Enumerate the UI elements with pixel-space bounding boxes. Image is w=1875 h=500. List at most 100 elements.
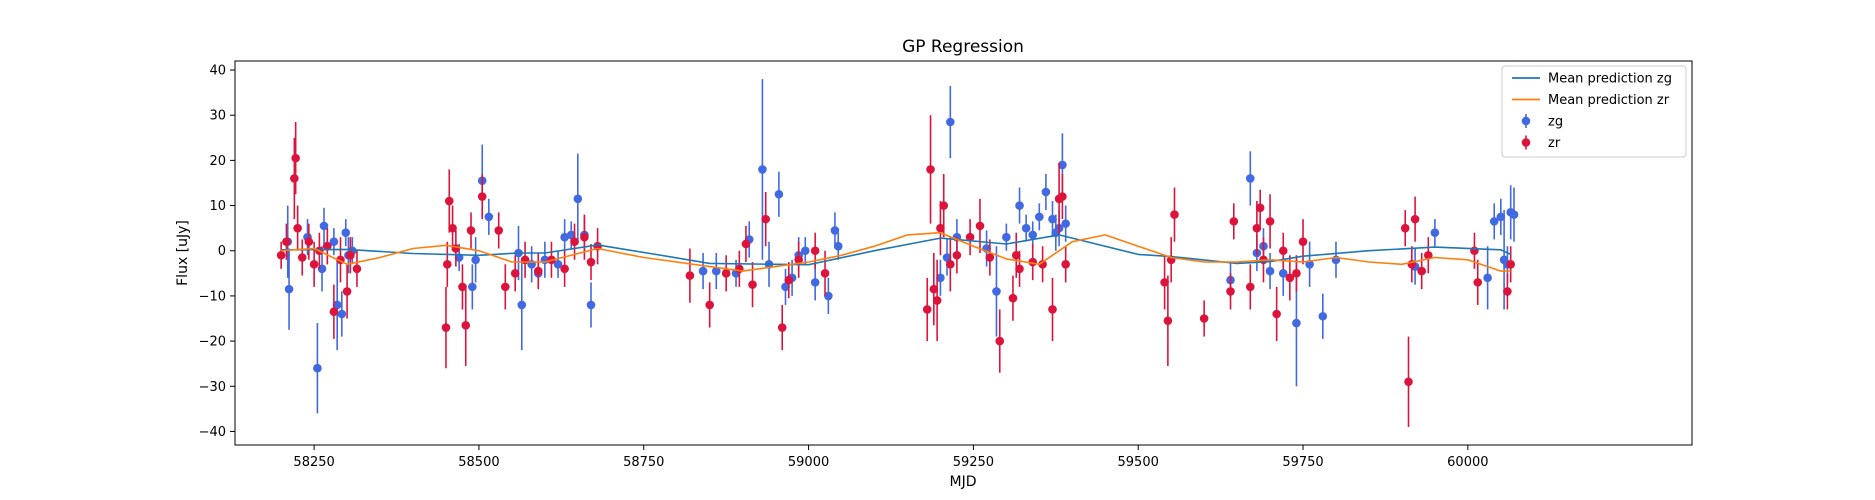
- legend-label: Mean prediction zg: [1548, 72, 1672, 87]
- data-point-zr: [1473, 278, 1483, 287]
- data-point-zr: [1038, 259, 1047, 269]
- x-tick-label: 58250: [293, 455, 334, 470]
- legend-item: zg: [1521, 114, 1563, 130]
- data-point-zg: [566, 230, 576, 240]
- data-point-zr: [1170, 210, 1179, 219]
- data-point-zg: [1028, 230, 1038, 240]
- data-point-zg: [553, 259, 563, 269]
- data-point-zr: [1048, 305, 1057, 314]
- y-tick-label: 30: [209, 109, 226, 124]
- legend-item: Mean prediction zr: [1512, 93, 1670, 108]
- data-point-zr: [965, 232, 975, 242]
- data-point-zr: [293, 223, 302, 233]
- x-tick-label: 58750: [623, 455, 664, 470]
- data-point-zr: [685, 271, 695, 280]
- data-point-zr: [291, 153, 300, 163]
- data-point-zr: [570, 237, 579, 247]
- data-point-zr: [1245, 282, 1255, 292]
- data-point-zg: [1048, 214, 1057, 224]
- data-point-zr: [975, 221, 985, 231]
- data-point-zr: [1199, 314, 1209, 323]
- x-axis-label: MJD: [950, 474, 977, 490]
- data-point-zr: [1272, 309, 1281, 319]
- data-point-zr: [926, 165, 935, 174]
- data-point-zg: [1509, 210, 1519, 219]
- data-point-zr: [1417, 266, 1426, 276]
- data-point-zr: [442, 259, 452, 269]
- data-point-zr: [761, 214, 771, 224]
- data-point-zr: [794, 255, 803, 265]
- x-tick-label: 59000: [788, 455, 829, 470]
- data-point-zg: [946, 117, 955, 127]
- data-point-zr: [346, 250, 355, 260]
- data-point-zg: [1496, 212, 1506, 222]
- data-point-zg: [936, 273, 945, 283]
- data-point-zg: [329, 237, 339, 247]
- data-point-zr: [448, 223, 457, 233]
- data-point-zr: [777, 323, 787, 332]
- data-point-zg: [560, 232, 569, 242]
- data-point-zg: [1021, 223, 1031, 233]
- data-point-zr: [1015, 264, 1024, 274]
- y-tick-label: 20: [209, 154, 226, 169]
- data-point-zg: [337, 309, 347, 319]
- data-point-zr: [929, 284, 939, 294]
- y-tick-label: −20: [199, 335, 226, 350]
- data-point-zg: [830, 226, 840, 235]
- data-point-zr: [820, 269, 830, 278]
- data-point-zr: [1163, 316, 1173, 326]
- data-point-zg: [341, 228, 351, 237]
- data-point-zr: [952, 250, 962, 260]
- data-point-zg: [1265, 266, 1275, 276]
- data-point-zg: [992, 287, 1001, 296]
- data-point-zr: [352, 264, 362, 274]
- data-point-zr: [1265, 217, 1275, 226]
- y-axis-label: Flux [uJy]: [175, 220, 191, 286]
- data-point-zr: [1423, 250, 1433, 260]
- data-point-zr: [1011, 250, 1021, 260]
- legend-item: zr: [1521, 135, 1561, 151]
- data-point-zg: [313, 363, 322, 373]
- legend-label: zr: [1548, 136, 1561, 151]
- data-point-zr: [721, 269, 731, 278]
- data-point-zr: [322, 241, 332, 251]
- series-zg: [283, 79, 1519, 414]
- data-point-zg: [468, 282, 477, 292]
- x-tick-label: 58500: [458, 455, 499, 470]
- data-point-zg: [824, 291, 833, 301]
- data-point-zr: [1506, 259, 1515, 269]
- legend-marker-swatch: [1521, 116, 1531, 126]
- data-point-zg: [332, 300, 342, 310]
- data-point-zr: [1503, 287, 1512, 296]
- data-point-zg: [484, 212, 494, 222]
- data-point-zr: [985, 253, 995, 262]
- data-point-zr: [1298, 237, 1308, 247]
- data-point-zr: [1400, 223, 1410, 233]
- data-point-zr: [1292, 269, 1301, 278]
- y-tick-label: 40: [209, 64, 226, 79]
- data-point-zg: [942, 253, 952, 262]
- data-point-zr: [1061, 259, 1070, 269]
- data-point-zg: [1035, 212, 1044, 222]
- data-point-zg: [517, 300, 527, 310]
- data-point-zg: [758, 165, 767, 174]
- data-point-zr: [1160, 278, 1169, 287]
- data-point-zr: [946, 259, 955, 269]
- data-point-zr: [1470, 246, 1479, 256]
- data-point-zr: [297, 253, 307, 262]
- x-tick-label: 59750: [1282, 455, 1323, 470]
- data-point-zr: [533, 266, 543, 276]
- data-point-zr: [932, 296, 942, 305]
- data-point-zg: [810, 278, 820, 287]
- data-point-zg: [1430, 228, 1440, 237]
- data-point-zg: [1002, 232, 1011, 242]
- data-point-zr: [304, 237, 314, 247]
- series-zr: [276, 115, 1515, 427]
- data-point-zr: [748, 280, 757, 289]
- data-point-zr: [1008, 293, 1018, 303]
- x-tick-label: 59500: [1118, 455, 1159, 470]
- data-point-zr: [276, 250, 286, 260]
- data-point-zg: [711, 266, 721, 276]
- data-point-zg: [1483, 273, 1492, 283]
